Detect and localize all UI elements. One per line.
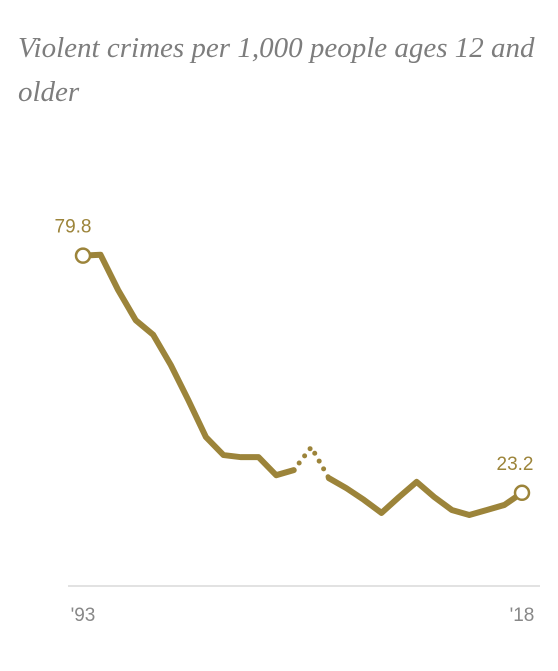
line-dotted — [291, 444, 332, 481]
chart-title: Violent crimes per 1,000 people ages 12 … — [18, 32, 535, 108]
line — [325, 475, 525, 518]
x-tick-label: '93 — [71, 605, 96, 626]
value-label: 23.2 — [497, 454, 534, 475]
x-tick-label: '18 — [510, 605, 535, 626]
end-point — [74, 247, 92, 264]
line — [80, 251, 297, 479]
end-point — [513, 484, 531, 502]
value-label: 79.8 — [55, 217, 92, 238]
